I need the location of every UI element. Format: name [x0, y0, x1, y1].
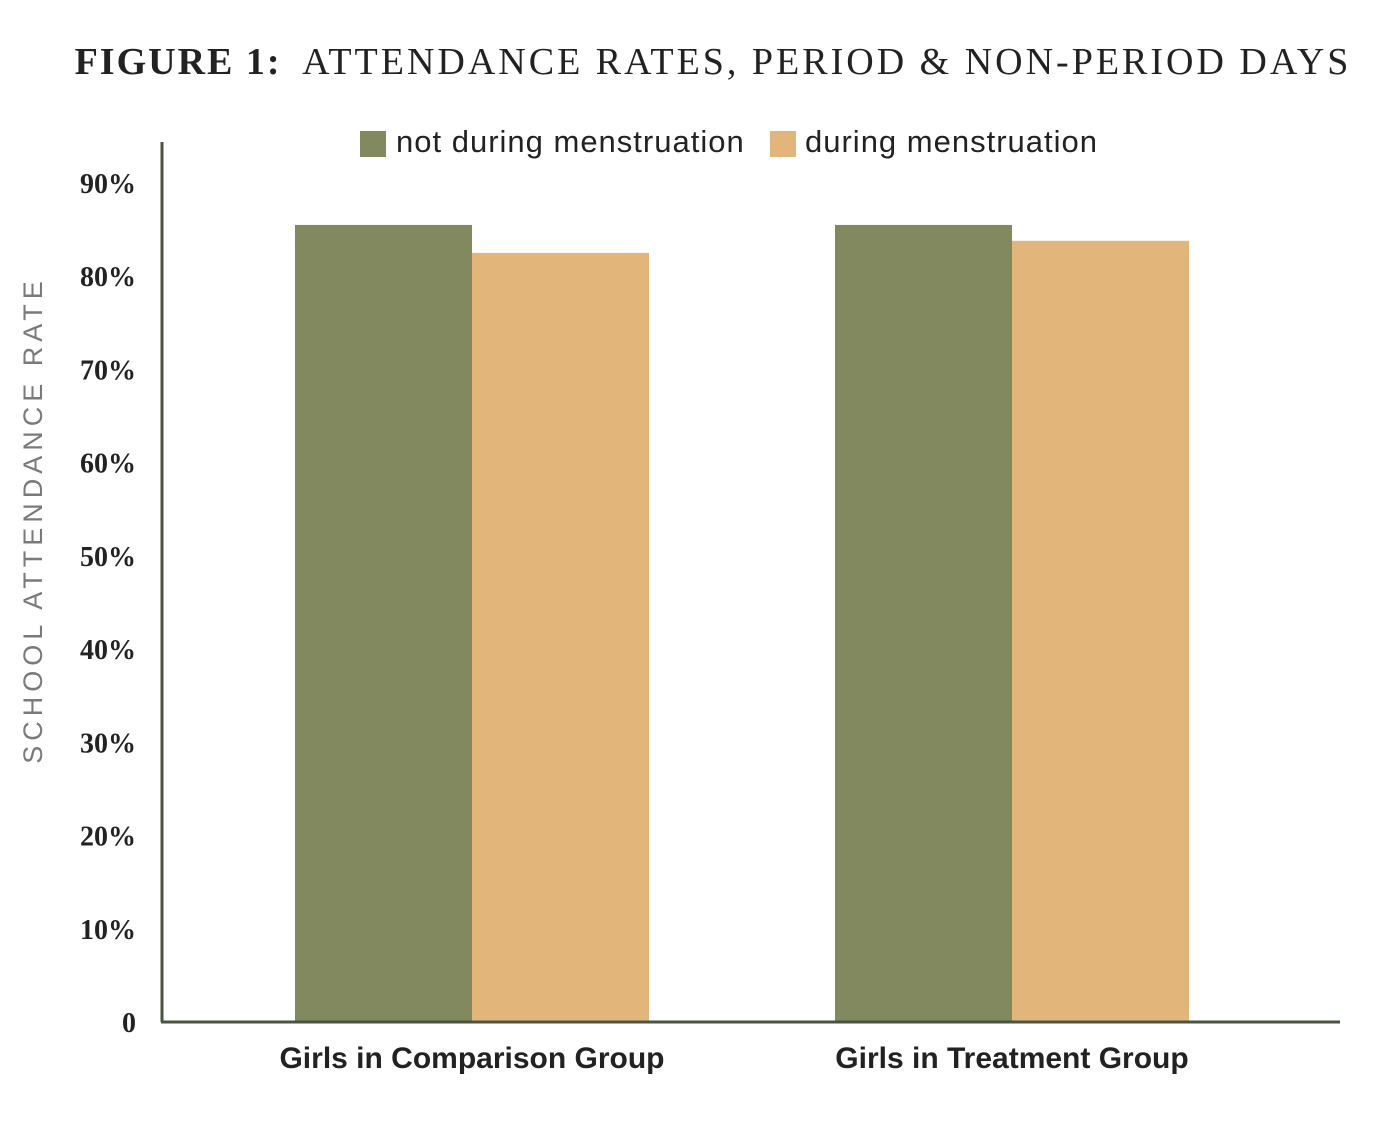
y-tick-label: 30% [80, 728, 136, 759]
category-label: Girls in Treatment Group [835, 1042, 1188, 1075]
bar-not-during-comparison [295, 224, 472, 1022]
legend-label-during: during menstruation [805, 124, 1098, 159]
chart-title-rest: ATTENDANCE RATES, PERIOD & NON-PERIOD DA… [302, 41, 1351, 83]
y-tick-labels: 0 10% 20% 30% 40% 50% 60% 70% 80% 90% [80, 169, 136, 1039]
category-label: Girls in Comparison Group [279, 1042, 664, 1075]
y-tick-label: 20% [80, 822, 136, 853]
chart-title-lead: FIGURE 1: [75, 41, 282, 83]
y-tick-label: 40% [80, 635, 136, 666]
category-labels: Girls in Comparison Group Girls in Treatm… [279, 1042, 1188, 1075]
y-tick-label: 50% [80, 542, 136, 573]
y-tick-label: 90% [80, 169, 136, 200]
bar-during-comparison [472, 252, 649, 1022]
bars [295, 224, 1189, 1022]
y-tick-label: 10% [80, 915, 136, 946]
y-tick-label: 60% [80, 449, 136, 480]
bar-not-during-treatment [835, 224, 1012, 1022]
y-tick-label: 70% [80, 355, 136, 386]
legend-label-not-during: not during menstruation [396, 124, 745, 159]
y-tick-label: 0 [122, 1008, 136, 1039]
y-axis-label: SCHOOL ATTENDANCE RATE [18, 276, 48, 764]
legend-swatch-during [770, 131, 796, 157]
chart-title: FIGURE 1: ATTENDANCE RATES, PERIOD & NON… [75, 41, 1352, 83]
legend-swatch-not-during [360, 131, 386, 157]
legend: not during menstruation during menstruat… [360, 124, 1098, 159]
y-tick-label: 80% [80, 262, 136, 293]
bar-during-treatment [1012, 240, 1189, 1022]
